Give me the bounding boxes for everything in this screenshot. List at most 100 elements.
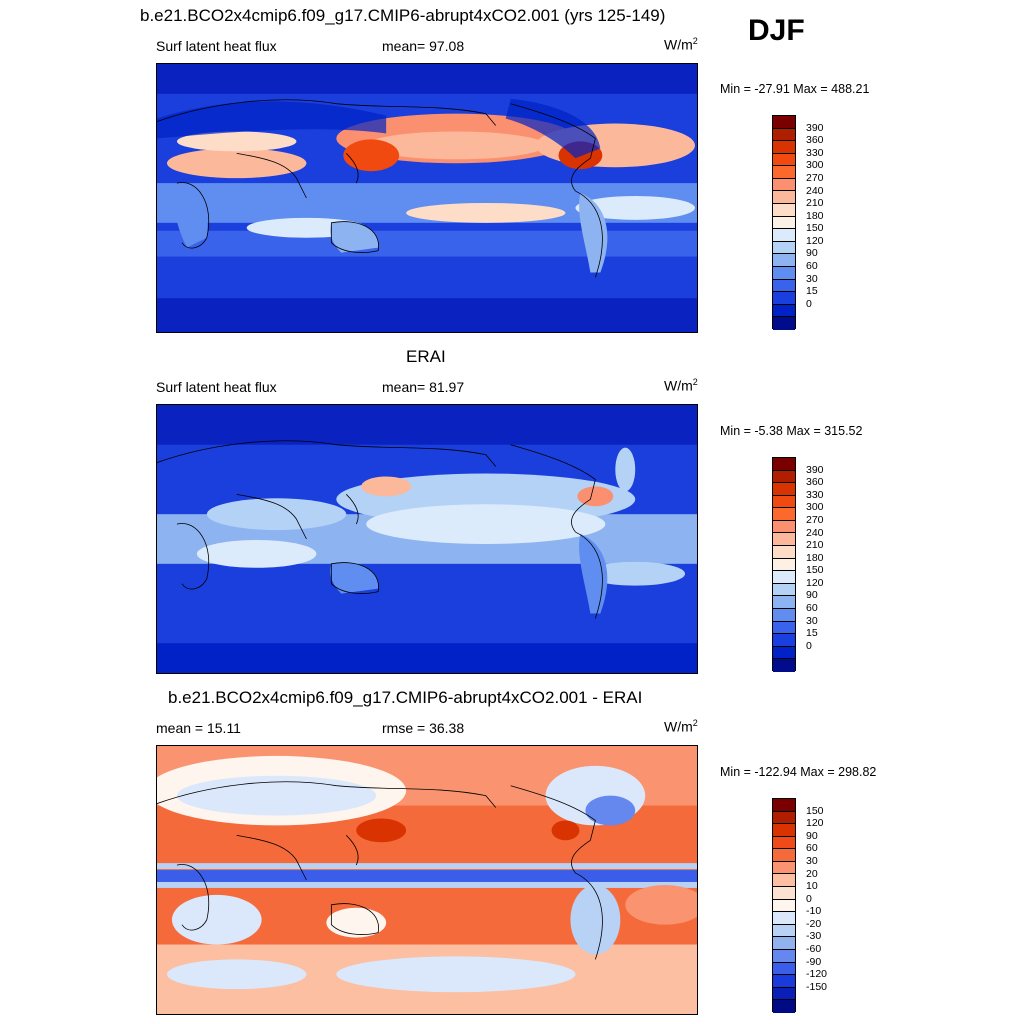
colorbar-segment bbox=[773, 874, 795, 888]
colorbar-segment bbox=[773, 470, 795, 484]
panel3-units: W/m2 bbox=[664, 718, 698, 735]
colorbar-tick-label: 120 bbox=[806, 817, 824, 830]
colorbar-segment bbox=[773, 558, 795, 572]
panel2-map bbox=[156, 404, 698, 674]
panel1-variable-label: Surf latent heat flux bbox=[156, 38, 277, 54]
colorbar-tick-label: 330 bbox=[806, 488, 824, 501]
colorbar-segment bbox=[773, 229, 795, 242]
colorbar-tick-label: -120 bbox=[806, 968, 828, 981]
colorbar-segment bbox=[773, 849, 795, 862]
colorbar-tick-label: -10 bbox=[806, 905, 822, 918]
panel3-rmse-label: rmse = 36.38 bbox=[382, 720, 465, 736]
colorbar-tick-label: 210 bbox=[806, 197, 824, 210]
panel1-colorbar bbox=[772, 115, 796, 330]
colorbar-segment bbox=[773, 458, 795, 471]
colorbar-tick-label: 90 bbox=[806, 589, 818, 602]
panel2-units: W/m2 bbox=[664, 377, 698, 394]
colorbar-tick-label: 0 bbox=[806, 892, 812, 905]
panel1-map bbox=[156, 63, 698, 333]
colorbar-segment bbox=[773, 949, 795, 963]
colorbar-segment bbox=[773, 279, 795, 293]
season-label: DJF bbox=[748, 14, 805, 47]
colorbar-tick-label: 60 bbox=[806, 260, 818, 273]
colorbar-segment bbox=[773, 1000, 795, 1013]
colorbar-tick-label: 270 bbox=[806, 513, 824, 526]
colorbar-tick-label: 90 bbox=[806, 247, 818, 260]
colorbar-tick-label: 390 bbox=[806, 463, 824, 476]
colorbar-tick-label: -60 bbox=[806, 943, 822, 956]
colorbar-segment bbox=[773, 520, 795, 534]
colorbar-segment bbox=[773, 483, 795, 496]
colorbar-segment bbox=[773, 141, 795, 154]
colorbar-tick-label: 300 bbox=[806, 501, 824, 514]
colorbar-tick-label: 390 bbox=[806, 121, 824, 134]
colorbar-segment bbox=[773, 899, 795, 913]
colorbar-tick-label: 210 bbox=[806, 539, 824, 552]
colorbar-segment bbox=[773, 292, 795, 305]
colorbar-segment bbox=[773, 799, 795, 812]
colorbar-tick-label: 0 bbox=[806, 639, 812, 652]
colorbar-tick-label: 150 bbox=[806, 564, 824, 577]
panel2-mean-label: mean= 81.97 bbox=[382, 379, 465, 395]
colorbar-tick-label: 360 bbox=[806, 476, 824, 489]
colorbar-tick-label: 300 bbox=[806, 159, 824, 172]
colorbar-segment bbox=[773, 912, 795, 925]
colorbar-segment bbox=[773, 634, 795, 647]
colorbar-tick-label: 270 bbox=[806, 171, 824, 184]
colorbar-segment bbox=[773, 495, 795, 509]
panel3-colorbar bbox=[772, 798, 796, 1013]
colorbar-segment bbox=[773, 583, 795, 597]
colorbar-segment bbox=[773, 166, 795, 179]
colorbar-segment bbox=[773, 621, 795, 635]
colorbar-segment bbox=[773, 659, 795, 672]
colorbar-segment bbox=[773, 937, 795, 950]
colorbar-segment bbox=[773, 646, 795, 660]
colorbar-tick-label: -30 bbox=[806, 930, 822, 943]
colorbar-tick-label: 360 bbox=[806, 134, 824, 147]
colorbar-tick-label: 20 bbox=[806, 867, 818, 880]
colorbar-tick-label: 240 bbox=[806, 184, 824, 197]
colorbar-tick-label: 30 bbox=[806, 614, 818, 627]
colorbar-segment bbox=[773, 204, 795, 217]
panel1-mean-label: mean= 97.08 bbox=[382, 38, 465, 54]
colorbar-segment bbox=[773, 975, 795, 988]
colorbar-tick-label: 30 bbox=[806, 272, 818, 285]
panel1-minmax: Min = -27.91 Max = 488.21 bbox=[720, 82, 870, 96]
colorbar-segment bbox=[773, 962, 795, 976]
colorbar-segment bbox=[773, 533, 795, 547]
colorbar-segment bbox=[773, 824, 795, 837]
colorbar-segment bbox=[773, 924, 795, 938]
colorbar-tick-label: 150 bbox=[806, 804, 824, 817]
colorbar-segment bbox=[773, 508, 795, 521]
colorbar-tick-label: -20 bbox=[806, 917, 822, 930]
colorbar-segment bbox=[773, 254, 795, 267]
colorbar-tick-label: 180 bbox=[806, 209, 824, 222]
colorbar-segment bbox=[773, 861, 795, 875]
colorbar-tick-label: 180 bbox=[806, 551, 824, 564]
colorbar-tick-label: 330 bbox=[806, 146, 824, 159]
colorbar-tick-label: -90 bbox=[806, 955, 822, 968]
colorbar-segment bbox=[773, 317, 795, 330]
panel2-variable-label: Surf latent heat flux bbox=[156, 379, 277, 395]
colorbar-segment bbox=[773, 241, 795, 255]
colorbar-segment bbox=[773, 216, 795, 230]
colorbar-tick-label: 240 bbox=[806, 526, 824, 539]
colorbar-segment bbox=[773, 153, 795, 167]
colorbar-tick-label: 120 bbox=[806, 234, 824, 247]
panel1-title: b.e21.BCO2x4cmip6.f09_g17.CMIP6-abrupt4x… bbox=[140, 6, 666, 25]
colorbar-segment bbox=[773, 987, 795, 1001]
colorbar-segment bbox=[773, 304, 795, 318]
colorbar-tick-label: 15 bbox=[806, 285, 818, 298]
colorbar-tick-label: 0 bbox=[806, 297, 812, 310]
panel1-units: W/m2 bbox=[664, 36, 698, 53]
colorbar-segment bbox=[773, 887, 795, 900]
colorbar-tick-label: 150 bbox=[806, 222, 824, 235]
panel3-map bbox=[156, 745, 698, 1015]
colorbar-tick-label: 60 bbox=[806, 842, 818, 855]
colorbar-tick-label: 90 bbox=[806, 829, 818, 842]
panel3-title: b.e21.BCO2x4cmip6.f09_g17.CMIP6-abrupt4x… bbox=[168, 688, 643, 707]
colorbar-segment bbox=[773, 546, 795, 559]
colorbar-segment bbox=[773, 266, 795, 280]
colorbar-segment bbox=[773, 571, 795, 584]
colorbar-tick-label: 10 bbox=[806, 880, 818, 893]
